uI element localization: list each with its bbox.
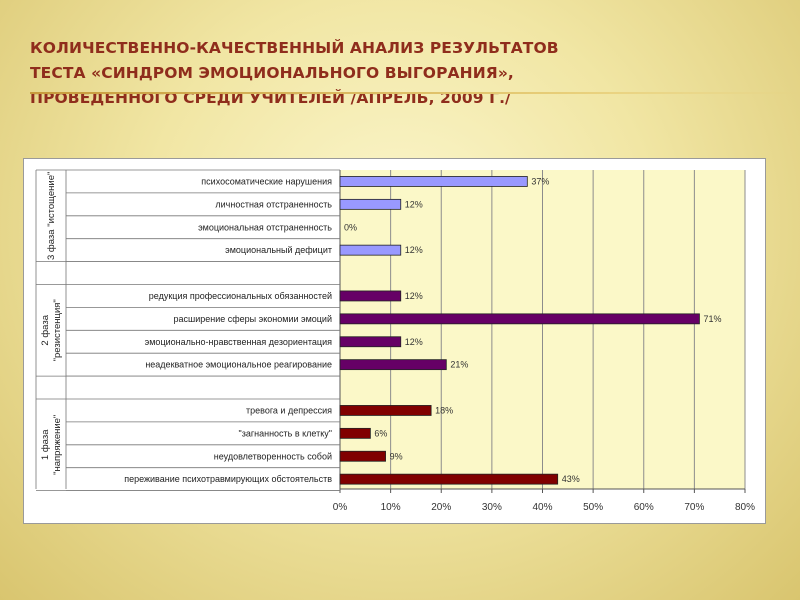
data-label: 12% <box>405 337 423 347</box>
group-label-line: 1 фаза <box>40 429 51 460</box>
bar <box>339 313 700 325</box>
category-label: личностная отстраненность <box>215 199 332 209</box>
group-label: 2 фаза"резистенция" <box>40 299 63 361</box>
x-tick-label: 60% <box>634 502 654 513</box>
group-label-line: 3 фаза "истощение" <box>46 172 57 260</box>
category-label: эмоциональная отстраненность <box>198 222 332 232</box>
bar <box>339 473 559 485</box>
category-label: редукция профессиональных обязанностей <box>149 291 332 301</box>
group-label-line: 2 фаза <box>40 314 51 345</box>
bar <box>339 336 402 348</box>
category-label: эмоционально-нравственная дезориентация <box>145 337 332 347</box>
data-label: 21% <box>450 360 468 370</box>
bar <box>339 405 432 416</box>
bar <box>339 198 402 210</box>
data-label: 43% <box>562 474 580 484</box>
category-label: тревога и депрессия <box>246 405 332 415</box>
category-label: переживание психотравмирующих обстоятель… <box>124 474 332 484</box>
x-tick-label: 10% <box>381 502 401 513</box>
x-tick-label: 70% <box>684 502 704 513</box>
group-label-line: "напряжение" <box>52 415 63 475</box>
data-label: 12% <box>405 291 423 301</box>
bar <box>339 244 402 256</box>
category-label: "загнанность в клетку" <box>239 428 332 438</box>
data-label: 18% <box>435 405 453 415</box>
title-line: ТЕСТА «СИНДРОМ ЭМОЦИОНАЛЬНОГО ВЫГОРАНИЯ»… <box>30 64 514 82</box>
x-tick-label: 0% <box>333 502 348 513</box>
bar <box>339 290 402 302</box>
data-label: 71% <box>703 314 721 324</box>
title-line: КОЛИЧЕСТВЕННО-КАЧЕСТВЕННЫЙ АНАЛИЗ РЕЗУЛЬ… <box>30 39 559 57</box>
data-label: 12% <box>405 245 423 255</box>
data-label: 37% <box>531 176 549 186</box>
category-label: расширение сферы экономии эмоций <box>173 314 332 324</box>
group-label: 3 фаза "истощение" <box>46 172 57 260</box>
category-label: психосоматические нарушения <box>201 176 332 186</box>
bar <box>339 450 386 462</box>
data-label: 0% <box>344 222 357 232</box>
category-label: неадекватное эмоциональное реагирование <box>145 360 332 370</box>
title-divider <box>30 92 800 94</box>
category-label: эмоциональный дефицит <box>225 245 332 255</box>
x-tick-label: 80% <box>735 502 755 513</box>
x-tick-label: 50% <box>583 502 603 513</box>
category-label: неудовлетворенность собой <box>214 451 332 461</box>
group-label-line: "резистенция" <box>52 299 63 361</box>
data-label: 6% <box>374 428 387 438</box>
group-label: 1 фаза"напряжение" <box>40 415 63 475</box>
x-tick-label: 20% <box>431 502 451 513</box>
bar <box>339 359 447 371</box>
data-label: 12% <box>405 199 423 209</box>
x-tick-label: 40% <box>532 502 552 513</box>
data-label: 9% <box>390 451 403 461</box>
x-tick-label: 30% <box>482 502 502 513</box>
bar <box>339 427 371 439</box>
bar <box>339 176 528 187</box>
